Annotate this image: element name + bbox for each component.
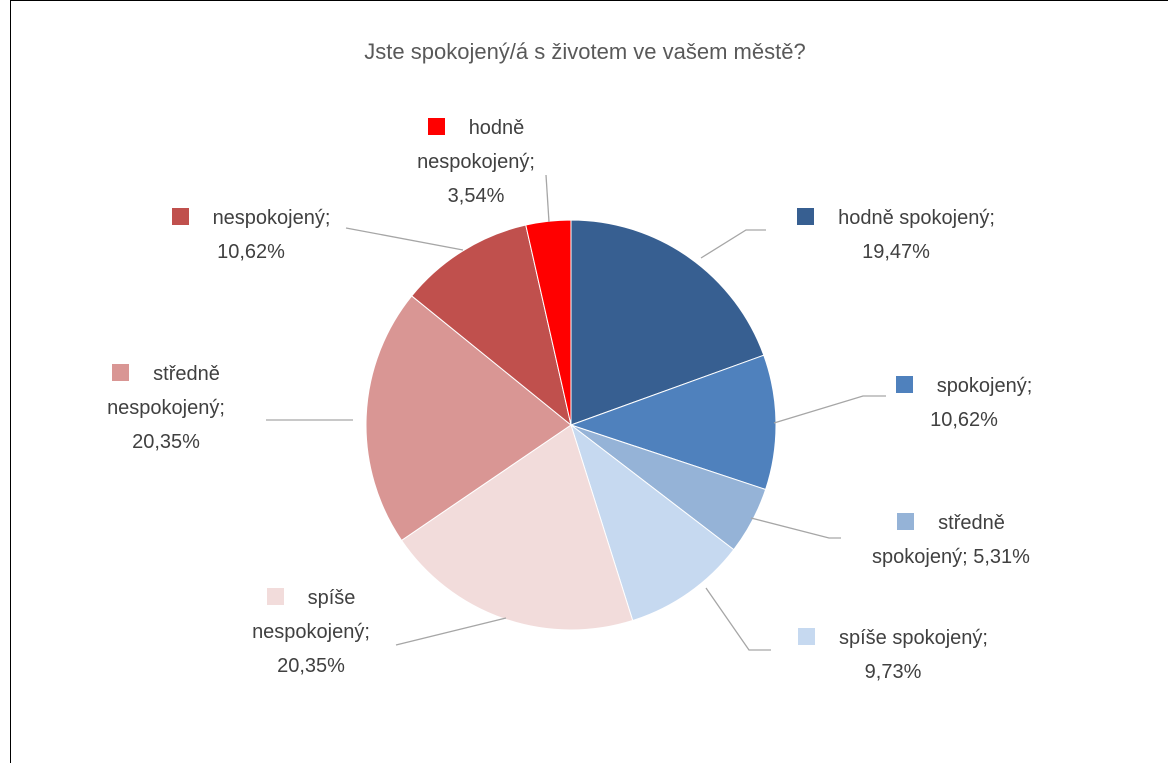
slice xyxy=(411,224,572,427)
chart: Jste spokojený/á s životem ve vašem měst… xyxy=(10,0,1168,763)
slice xyxy=(365,295,572,542)
legend-swatch xyxy=(112,364,130,381)
data-label: spíše spokojený; 9,73% xyxy=(773,621,1013,689)
value-label: 9,73% xyxy=(864,661,922,683)
data-label: hodně spokojený; 19,47% xyxy=(766,201,1026,269)
data-label: spokojený; 10,62% xyxy=(879,369,1049,437)
slices xyxy=(365,219,777,631)
slice xyxy=(570,219,765,426)
category-name: středně nespokojený xyxy=(107,363,220,419)
label-separator: ; xyxy=(1026,375,1033,397)
category-name: středně spokojený xyxy=(872,512,1005,568)
data-label: středně nespokojený; 20,35% xyxy=(81,357,251,459)
category-name: hodně nespokojený xyxy=(417,117,530,173)
leader-line xyxy=(395,617,507,646)
legend-swatch xyxy=(895,376,913,393)
label-separator: ; xyxy=(982,627,988,649)
value-label: 10,62% xyxy=(930,409,998,431)
label-separator: ; xyxy=(989,207,995,229)
leader-line xyxy=(705,587,771,651)
value-label: 5,31% xyxy=(973,546,1030,568)
pie-area xyxy=(266,174,886,651)
value-label: 19,47% xyxy=(862,241,930,263)
category-name: nespokojený xyxy=(212,207,325,229)
leader-line xyxy=(700,229,766,259)
slice xyxy=(525,219,572,426)
label-separator: ; xyxy=(529,151,535,173)
value-label: 3,54% xyxy=(447,185,505,207)
data-label: nespokojený; 10,62% xyxy=(151,201,351,269)
legend-swatch xyxy=(171,208,189,225)
value-label: 10,62% xyxy=(217,241,285,263)
category-name: spokojený xyxy=(936,375,1027,397)
data-label: středně spokojený; 5,31% xyxy=(851,506,1051,574)
data-label: spíše nespokojený; 20,35% xyxy=(231,581,391,683)
label-separator: ; xyxy=(219,397,225,419)
legend-swatch xyxy=(266,588,284,605)
chart-title: Jste spokojený/á s životem ve vašem měst… xyxy=(364,39,806,64)
legend-swatch xyxy=(427,118,445,135)
value-label: 20,35% xyxy=(277,655,345,677)
slice xyxy=(570,423,735,622)
leader-line xyxy=(545,174,550,223)
label-separator: ; xyxy=(364,621,370,643)
data-label: hodně nespokojený; 3,54% xyxy=(401,111,551,213)
category-name: spíše spokojený xyxy=(839,627,983,649)
leader-line xyxy=(345,227,464,251)
label-separator: ; xyxy=(962,546,968,568)
category-name: hodně spokojený xyxy=(838,207,990,229)
legend-swatch xyxy=(897,513,915,530)
leader-line xyxy=(773,395,886,424)
category-name: spíše nespokojený xyxy=(252,587,365,643)
legend-swatch xyxy=(798,628,815,645)
label-separator: ; xyxy=(324,207,331,229)
leader-line xyxy=(750,517,841,539)
value-label: 20,35% xyxy=(132,431,200,453)
legend-swatch xyxy=(797,208,815,225)
leader-lines xyxy=(266,174,886,651)
